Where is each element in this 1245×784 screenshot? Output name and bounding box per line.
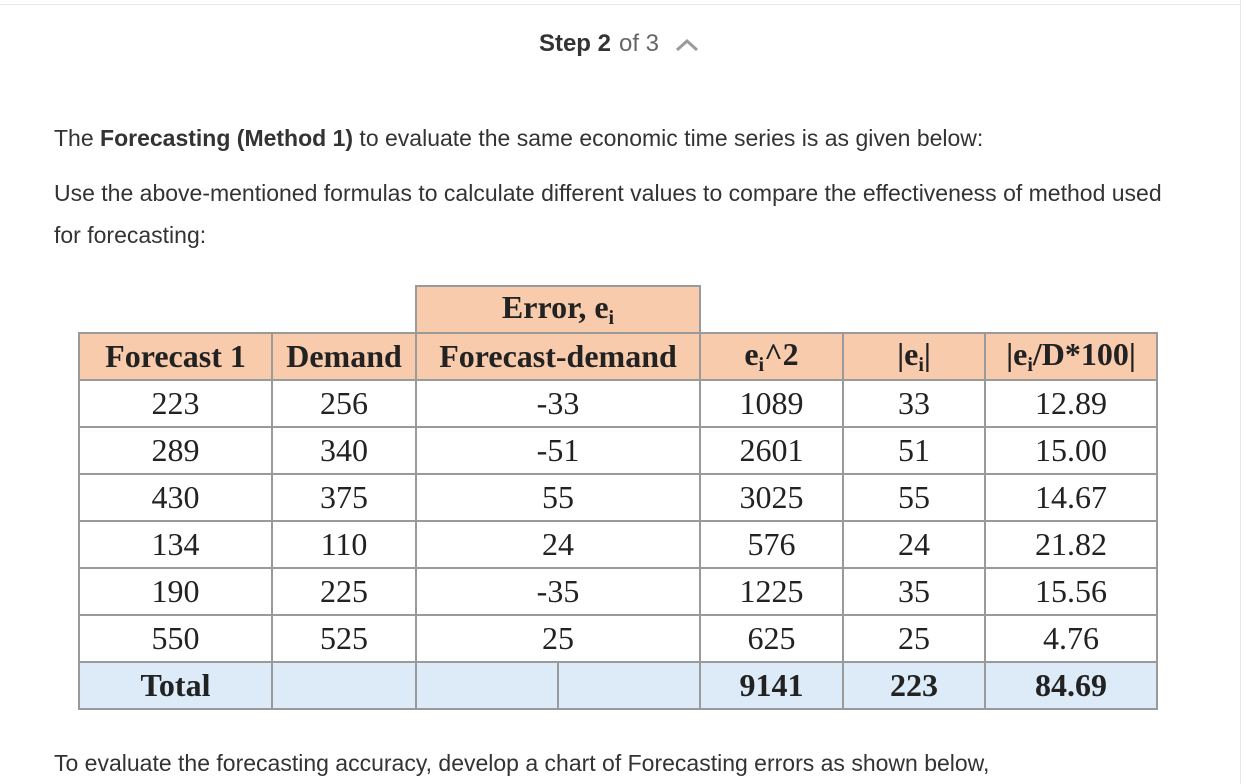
- table-row: 289 340 -51 2601 51 15.00: [78, 426, 1158, 475]
- table-row: 223 256 -33 1089 33 12.89: [78, 379, 1158, 428]
- step-label: Step: [538, 30, 591, 57]
- table-row: 550 525 25 625 25 4.76: [78, 614, 1158, 663]
- collapse-chevron-up-icon[interactable]: [673, 34, 701, 54]
- table-row: 190 225 -35 1225 35 15.56: [78, 567, 1158, 616]
- error-group-header: Error, ei: [415, 285, 701, 334]
- top-divider: [0, 4, 1240, 5]
- intro-bold-term: Forecasting (Method 1): [100, 125, 354, 151]
- intro-prefix: The: [54, 125, 101, 151]
- table-row: 134 110 24 576 24 21.82: [78, 520, 1158, 569]
- col-header-abs-error: |ei|: [842, 332, 986, 381]
- group-header-row: Error, ei: [79, 285, 1157, 334]
- table-row: 430 375 55 3025 55 14.67: [78, 473, 1158, 522]
- intro-paragraph: The Forecasting (Method 1) to evaluate t…: [54, 117, 983, 159]
- col-header-error-squared: ei^2: [699, 332, 844, 381]
- col-header-demand: Demand: [271, 332, 417, 381]
- total-abs-error: 223: [842, 661, 986, 710]
- instruction-paragraph: Use the above-mentioned formulas to calc…: [54, 180, 1162, 248]
- total-error-squared: 9141: [699, 661, 844, 710]
- total-pct-error: 84.69: [984, 661, 1158, 710]
- step-header: Step 2 of 3: [0, 30, 1240, 58]
- outro-paragraph: To evaluate the forecasting accuracy, de…: [54, 750, 990, 776]
- col-header-forecast: Forecast 1: [78, 332, 273, 381]
- col-header-pct-error: |ei/D*100|: [984, 332, 1158, 381]
- step-total: of 3: [619, 30, 660, 57]
- intro-suffix: to evaluate the same economic time serie…: [353, 125, 984, 151]
- total-label: Total: [78, 661, 273, 710]
- column-header-row: Forecast 1 Demand Forecast-demand ei^2 |…: [78, 332, 1158, 381]
- forecast-error-table: Error, ei Forecast 1 Demand Forecast-dem…: [78, 285, 1158, 710]
- total-row: Total 9141 223 84.69: [78, 661, 1158, 710]
- col-header-forecast-demand: Forecast-demand: [415, 332, 701, 381]
- right-divider: [1240, 0, 1241, 784]
- step-current: 2: [597, 30, 611, 57]
